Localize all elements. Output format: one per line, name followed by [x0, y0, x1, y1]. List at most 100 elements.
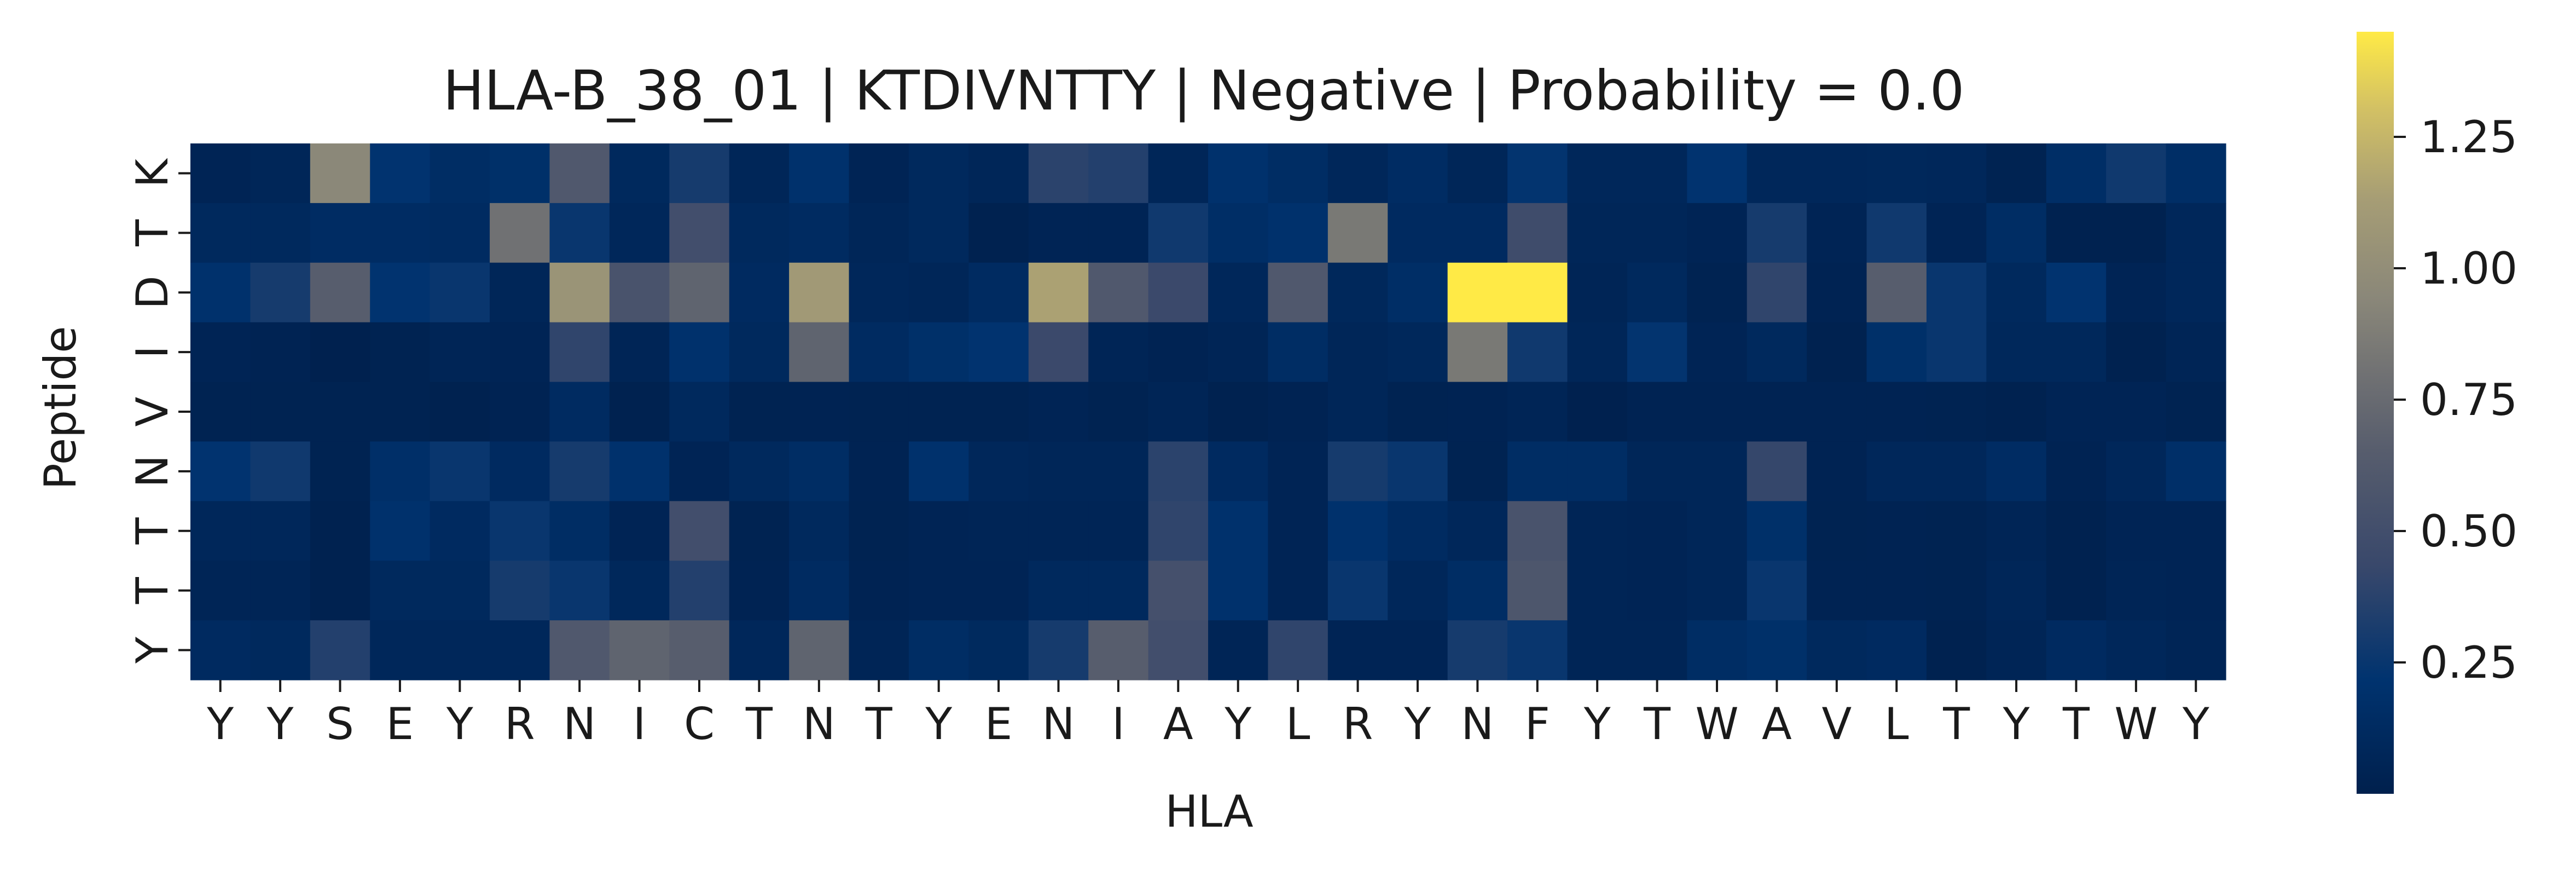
heatmap-cell [490, 561, 550, 621]
heatmap-cell [370, 382, 431, 442]
heatmap-cell [1208, 143, 1269, 204]
heatmap-cell [1567, 501, 1628, 561]
heatmap-cell [609, 561, 670, 621]
heatmap-cell [1986, 382, 2047, 442]
x-tick-label: Y [446, 699, 474, 749]
heatmap-cell [1926, 322, 1987, 383]
heatmap-cell [1627, 501, 1687, 561]
heatmap-cell [310, 620, 370, 680]
heatmap-cell [1148, 322, 1209, 383]
heatmap-cell [1866, 262, 1927, 323]
x-tick-label: F [1525, 699, 1550, 749]
heatmap-cell [549, 262, 610, 323]
y-axis: KTDIVNTTY [127, 158, 190, 664]
heatmap-cell [729, 620, 790, 680]
heatmap-cell [430, 203, 490, 263]
x-tick-label: Y [266, 699, 294, 749]
heatmap-cell [1627, 143, 1687, 204]
heatmap-cell [2046, 143, 2107, 204]
heatmap-cell [789, 620, 850, 680]
heatmap-cell [1268, 441, 1328, 501]
heatmap-cell [549, 143, 610, 204]
heatmap-cell [1507, 143, 1568, 204]
heatmap-cell [1747, 561, 1807, 621]
heatmap-cell [1388, 203, 1448, 263]
heatmap-cell [430, 382, 490, 442]
heatmap-cell [1208, 561, 1269, 621]
x-tick-label: L [1286, 699, 1310, 749]
heatmap-cell [1208, 203, 1269, 263]
heatmap-cell [2106, 441, 2167, 501]
heatmap-cell [849, 143, 909, 204]
heatmap-cell [2106, 143, 2167, 204]
x-tick-label: Y [2003, 699, 2030, 749]
colorbar-tick-label: 1.00 [2420, 243, 2517, 294]
heatmap-cell [1687, 203, 1748, 263]
heatmap-cell [1747, 441, 1807, 501]
heatmap-cell [1208, 620, 1269, 680]
heatmap-cell [1268, 561, 1328, 621]
heatmap-cell [1327, 561, 1388, 621]
heatmap-cell [430, 620, 490, 680]
x-tick-label: W [1695, 699, 1738, 749]
heatmap-cell [669, 262, 730, 323]
heatmap-cell [908, 620, 969, 680]
heatmap-cell [1866, 620, 1927, 680]
heatmap-cell [1447, 441, 1508, 501]
x-tick-label: N [1042, 699, 1075, 749]
y-tick-label: K [127, 158, 178, 188]
heatmap-cell [1866, 561, 1927, 621]
heatmap-cell [789, 441, 850, 501]
heatmap-cell [609, 262, 670, 323]
heatmap-cell [430, 441, 490, 501]
heatmap-cell [729, 561, 790, 621]
heatmap-cell [1866, 501, 1927, 561]
heatmap-cell [1866, 382, 1927, 442]
heatmap-cell [1926, 262, 1987, 323]
heatmap-cell [1148, 441, 1209, 501]
heatmap-cell [1208, 501, 1269, 561]
colorbar-axis: 0.25 0.50 0.75 1.00 1.25 [2394, 112, 2517, 688]
heatmap-cell [310, 262, 370, 323]
heatmap-cell [849, 382, 909, 442]
heatmap-cell [669, 203, 730, 263]
heatmap-cell [1747, 620, 1807, 680]
heatmap-cell [370, 203, 431, 263]
heatmap-cell [2166, 620, 2226, 680]
colorbar-tick-label: 1.25 [2420, 112, 2517, 163]
x-tick-label: E [386, 699, 414, 749]
heatmap-cell [2166, 501, 2226, 561]
y-tick-label: V [127, 396, 178, 426]
heatmap-cell [1687, 561, 1748, 621]
heatmap-cell [1388, 262, 1448, 323]
heatmap-cell [1507, 203, 1568, 263]
heatmap-cell [669, 620, 730, 680]
heatmap-cell [609, 620, 670, 680]
heatmap-cell [2046, 262, 2107, 323]
heatmap-cell [310, 441, 370, 501]
heatmap-cell [2106, 322, 2167, 383]
heatmap-cell [370, 262, 431, 323]
heatmap-cell [2166, 322, 2226, 383]
heatmap-cell [1986, 203, 2047, 263]
heatmap-cell [908, 561, 969, 621]
x-tick-label: E [985, 699, 1013, 749]
heatmap-cell [968, 620, 1029, 680]
x-tick-label: T [2062, 699, 2090, 749]
x-tick-label: Y [1224, 699, 1252, 749]
x-tick-label: T [1942, 699, 1970, 749]
x-tick-label: R [1343, 699, 1373, 749]
heatmap-cell [1028, 561, 1089, 621]
heatmap-cell [1687, 620, 1748, 680]
heatmap-cell [1687, 322, 1748, 383]
heatmap-cell [1268, 203, 1328, 263]
heatmap-cell [549, 322, 610, 383]
heatmap-cell [250, 561, 311, 621]
heatmap-cell [1268, 382, 1328, 442]
heatmap-cell [849, 501, 909, 561]
heatmap-cell [1088, 203, 1149, 263]
heatmap-cell [190, 441, 251, 501]
colorbar-tick-label: 0.25 [2420, 637, 2517, 688]
heatmap-cell [370, 441, 431, 501]
